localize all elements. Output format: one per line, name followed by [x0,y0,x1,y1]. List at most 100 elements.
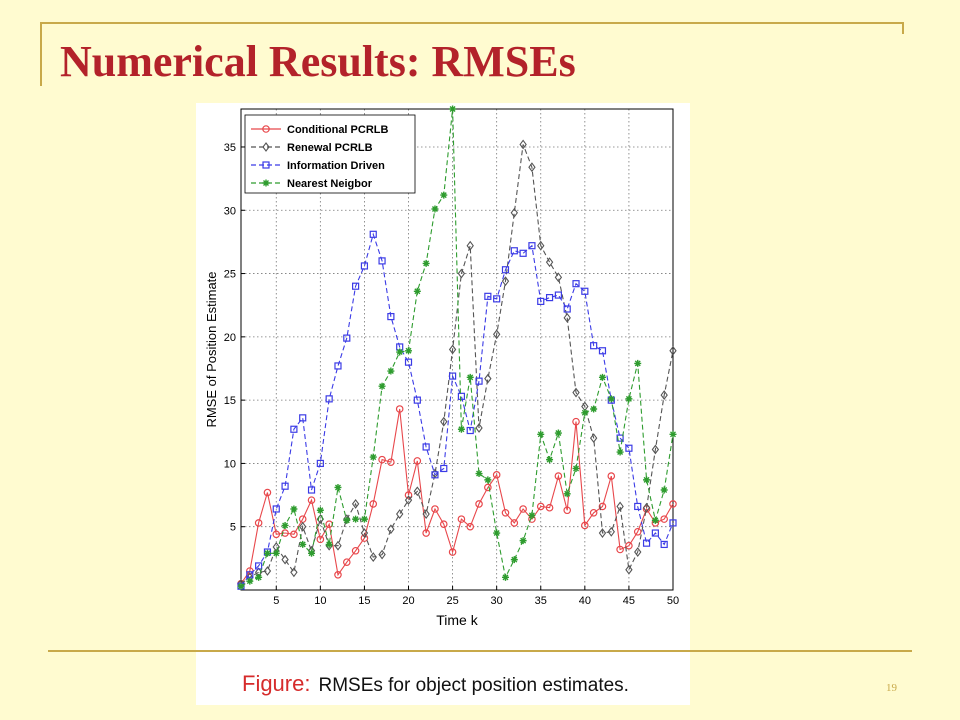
data-point-renewal-pcrlb [413,486,422,497]
legend-label-nearest-neigbor: Nearest Neigbor [287,178,373,190]
data-point-information-driven [343,334,351,342]
data-point-renewal-pcrlb [351,499,360,509]
y-tick-label: 30 [224,205,236,217]
data-point-conditional-pcrlb [254,519,263,527]
data-point-nearest-neigbor [387,367,395,375]
data-point-conditional-pcrlb [484,483,492,492]
data-point-nearest-neigbor [510,556,518,564]
data-point-nearest-neigbor [440,191,448,199]
data-point-information-driven [642,539,651,547]
data-point-renewal-pcrlb [634,547,642,557]
data-point-conditional-pcrlb [563,506,572,515]
data-point-renewal-pcrlb [528,162,536,173]
data-point-renewal-pcrlb [607,526,615,537]
series-line-renewal-pcrlb [240,144,674,585]
data-point-information-driven [387,312,395,321]
data-point-renewal-pcrlb [660,390,668,400]
figure-caption: Figure: RMSEs for object position estimat… [242,671,629,697]
data-point-renewal-pcrlb [290,567,298,578]
data-point-information-driven [581,287,589,295]
data-point-renewal-pcrlb [572,387,580,398]
data-point-nearest-neigbor [325,540,333,548]
data-point-nearest-neigbor [449,105,457,113]
data-point-nearest-neigbor [237,582,245,590]
x-tick-label: 50 [667,595,679,607]
data-point-nearest-neigbor [466,373,474,381]
data-point-information-driven [299,414,307,422]
data-point-conditional-pcrlb [387,458,395,466]
data-point-information-driven [272,505,280,513]
data-point-nearest-neigbor [343,516,351,524]
x-tick-label: 20 [402,595,414,607]
data-point-conditional-pcrlb [422,529,430,537]
data-point-nearest-neigbor [334,483,342,491]
data-point-renewal-pcrlb [651,444,660,455]
data-point-information-driven [590,342,598,350]
data-point-information-driven [519,249,527,257]
data-point-conditional-pcrlb [581,521,589,530]
data-point-nearest-neigbor [352,515,360,523]
data-point-renewal-pcrlb [387,524,395,535]
data-point-nearest-neigbor [263,549,271,557]
data-point-information-driven [528,242,536,250]
data-point-information-driven [563,305,571,313]
data-point-conditional-pcrlb [607,472,616,480]
data-point-nearest-neigbor [290,505,298,513]
data-point-renewal-pcrlb [484,373,492,384]
data-point-renewal-pcrlb [334,540,342,551]
data-point-information-driven [484,292,492,300]
data-point-renewal-pcrlb [501,276,510,287]
legend-marker-information-driven [262,161,270,169]
data-point-information-driven [440,464,448,473]
data-point-conditional-pcrlb [616,545,624,554]
data-point-nearest-neigbor [501,573,509,581]
data-point-nearest-neigbor [272,549,280,557]
data-point-conditional-pcrlb [598,502,607,511]
footer-rule [48,650,912,652]
data-point-information-driven [634,502,642,511]
data-point-nearest-neigbor [405,347,413,355]
data-point-conditional-pcrlb [281,529,289,537]
data-point-nearest-neigbor [528,511,536,519]
data-point-information-driven [598,347,607,355]
data-point-renewal-pcrlb [299,521,307,532]
y-tick-label: 5 [230,522,236,534]
x-tick-label: 45 [623,595,635,607]
data-point-information-driven [545,294,554,302]
data-point-nearest-neigbor [572,464,580,472]
data-point-renewal-pcrlb [554,272,563,283]
legend-box [244,114,416,194]
data-point-conditional-pcrlb [431,505,439,513]
frame-right-rule [902,22,904,34]
slide-title: Numerical Results: RMSEs [60,37,576,86]
data-point-conditional-pcrlb [395,405,404,413]
data-point-information-driven [501,266,510,274]
data-point-renewal-pcrlb [519,139,527,150]
figure-panel: 5 10 15 20 25 30 35 40 45 50 5 10 15 20 25 30 35 Time k RM… [196,103,690,705]
data-point-nearest-neigbor [255,573,263,581]
data-point-nearest-neigbor [590,405,598,413]
data-point-renewal-pcrlb [281,554,289,565]
data-point-information-driven [352,282,360,290]
data-point-information-driven [493,295,501,303]
rmse-line-chart: 5 10 15 20 25 30 35 40 45 50 5 10 15 20 25 30 35 Time k RM… [204,105,679,628]
frame-top-rule [40,22,904,24]
data-point-conditional-pcrlb [457,515,466,523]
data-point-conditional-pcrlb [633,527,642,536]
data-point-renewal-pcrlb [457,268,466,279]
data-point-renewal-pcrlb [404,495,413,506]
data-point-nearest-neigbor [457,425,465,433]
data-point-information-driven [660,540,668,549]
legend-label-information-driven: Information Driven [287,160,385,172]
data-point-renewal-pcrlb [378,549,386,560]
data-point-nearest-neigbor [625,395,633,403]
x-tick-label: 5 [273,595,279,607]
x-tick-label: 25 [446,595,458,607]
data-point-renewal-pcrlb [625,564,633,575]
data-point-information-driven [360,262,369,270]
data-point-renewal-pcrlb [563,312,571,323]
data-point-conditional-pcrlb [369,500,378,508]
series-line-nearest-neigbor [240,108,674,587]
data-point-renewal-pcrlb [598,528,607,538]
series-line-conditional-pcrlb [240,408,674,585]
